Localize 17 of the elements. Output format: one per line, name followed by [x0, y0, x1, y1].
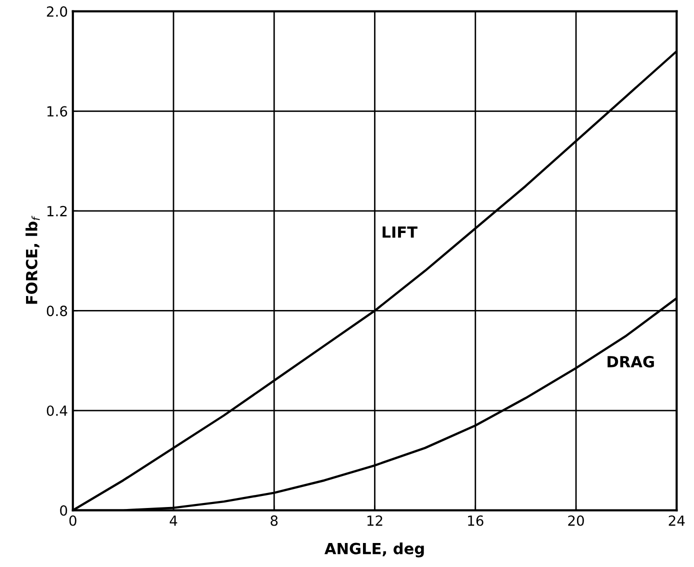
x-axis-title: ANGLE, deg [324, 542, 424, 558]
y-tick-label: 1.6 [47, 106, 68, 117]
x-tick-label: 20 [568, 515, 584, 526]
y-axis-title: FORCE, lb$_{f}$ [26, 216, 40, 304]
y-tick-label: 2.0 [46, 6, 68, 17]
x-tick-label: 4 [170, 516, 178, 526]
series-label: LIFT [382, 226, 418, 238]
y-tick-label: 0 [60, 505, 68, 516]
x-tick-label: 8 [270, 515, 278, 526]
y-tick-label: 1.2 [47, 206, 67, 216]
x-tick-label: 0 [69, 515, 76, 526]
y-tick-label: 0.4 [46, 405, 68, 416]
x-tick-label: 24 [668, 515, 685, 526]
x-tick-label: 12 [367, 515, 382, 526]
x-tick-label: 16 [468, 515, 484, 526]
y-tick-label: 0.8 [46, 306, 68, 316]
series-label: DRAG [608, 356, 654, 368]
